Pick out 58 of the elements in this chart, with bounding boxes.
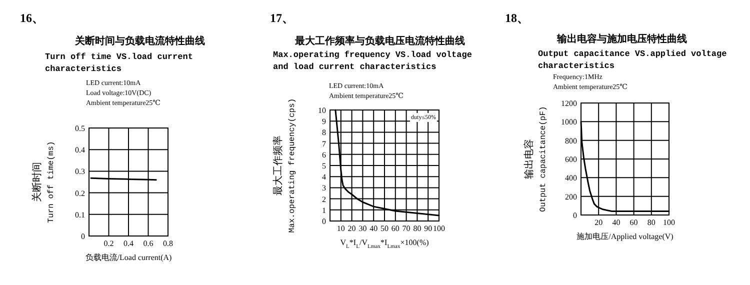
y-tick-label: 2 [322,194,326,204]
x-tick-label: 80 [413,224,422,233]
x-axis-title: 施加电压/Applied voltage(V) [576,232,674,241]
x-tick-label: 30 [358,224,367,233]
text: 16、 [20,11,44,25]
x-tick-label: 0.6 [143,239,154,248]
text: V$_{L}$*I$_{L}$/V$_{Lmax}$*I$_{Lmax}$×100(%) [340,238,429,250]
y-axis-title: 最大工作频率 Max.operating frequency(cps) [272,98,297,233]
x-tick-label: 80 [647,218,656,227]
y-tick-label: 800 [565,136,577,146]
y-tick-label: 3 [322,184,326,193]
y-axis-title: 输出电容 Output capacitance(pF) [523,106,548,212]
y-tick-label: 8 [322,128,326,138]
y-tick-label: 0.5 [75,124,85,133]
y-tick-label: 10 [318,106,326,115]
y-tick-label: 600 [565,155,577,164]
x-tick-label: 90 [424,224,432,233]
y-tick-label: 7 [322,139,326,148]
x-tick-label: 50 [380,224,388,233]
x-tick-label: 70 [402,224,410,233]
chart-title: 最大工作频率与负载电压电流特性曲线 [294,35,465,47]
x-tick-label: 20 [348,224,356,233]
y-axis-title: 关断时间 Turn off time(ms) [31,141,56,223]
y-tick-label: 4 [322,172,326,182]
y-tick-label: 0 [573,211,577,220]
y-tick-label: 1000 [561,118,577,127]
y-tick-label: 1200 [561,99,577,108]
chart-subtitle: Turn off time VS.load current characteristics [45,52,193,74]
x-tick-label: 40 [370,224,378,233]
y-tick-label: 0.4 [75,146,85,155]
x-tick-label: 0.8 [163,239,173,248]
y-tick-label: 0 [81,232,85,241]
chart-title: 关断时间与负载电流特性曲线 [74,35,205,47]
chart-title: 输出电容与施加电压特性曲线 [556,33,687,45]
y-tick-label: 5 [322,162,326,170]
y-tick-label: 1 [322,206,326,215]
x-tick-label: 10 [336,224,345,233]
y-tick-label: 400 [565,174,577,183]
text: 18、 [505,11,529,25]
x-tick-label: 40 [612,218,620,227]
x-tick-label: 100 [433,224,445,233]
y-tick-label: 0 [322,217,326,226]
y-tick-label: 0.2 [75,188,85,198]
x-tick-label: 100 [663,218,675,227]
text: 17、 [270,11,294,25]
y-tick-label: 6 [322,150,326,160]
x-tick-label: 60 [630,218,638,227]
x-tick-label: 0.4 [124,239,134,248]
chart-subtitle: Max.operating frequency VS.load voltage and load current characteristics [273,50,472,72]
x-tick-label: 60 [391,224,400,233]
y-tick-label: 0.1 [75,210,85,220]
y-tick-label: 0.3 [75,167,85,176]
y-tick-label: 200 [565,192,577,202]
chart-subtitle: Output capacitance VS.applied voltage characteristics [538,49,727,71]
x-tick-label: 0.2 [104,239,114,248]
x-axis-title: 负载电流/Load current(A) [85,253,172,262]
y-tick-label: 9 [322,117,326,126]
x-tick-label: 20 [594,218,603,227]
